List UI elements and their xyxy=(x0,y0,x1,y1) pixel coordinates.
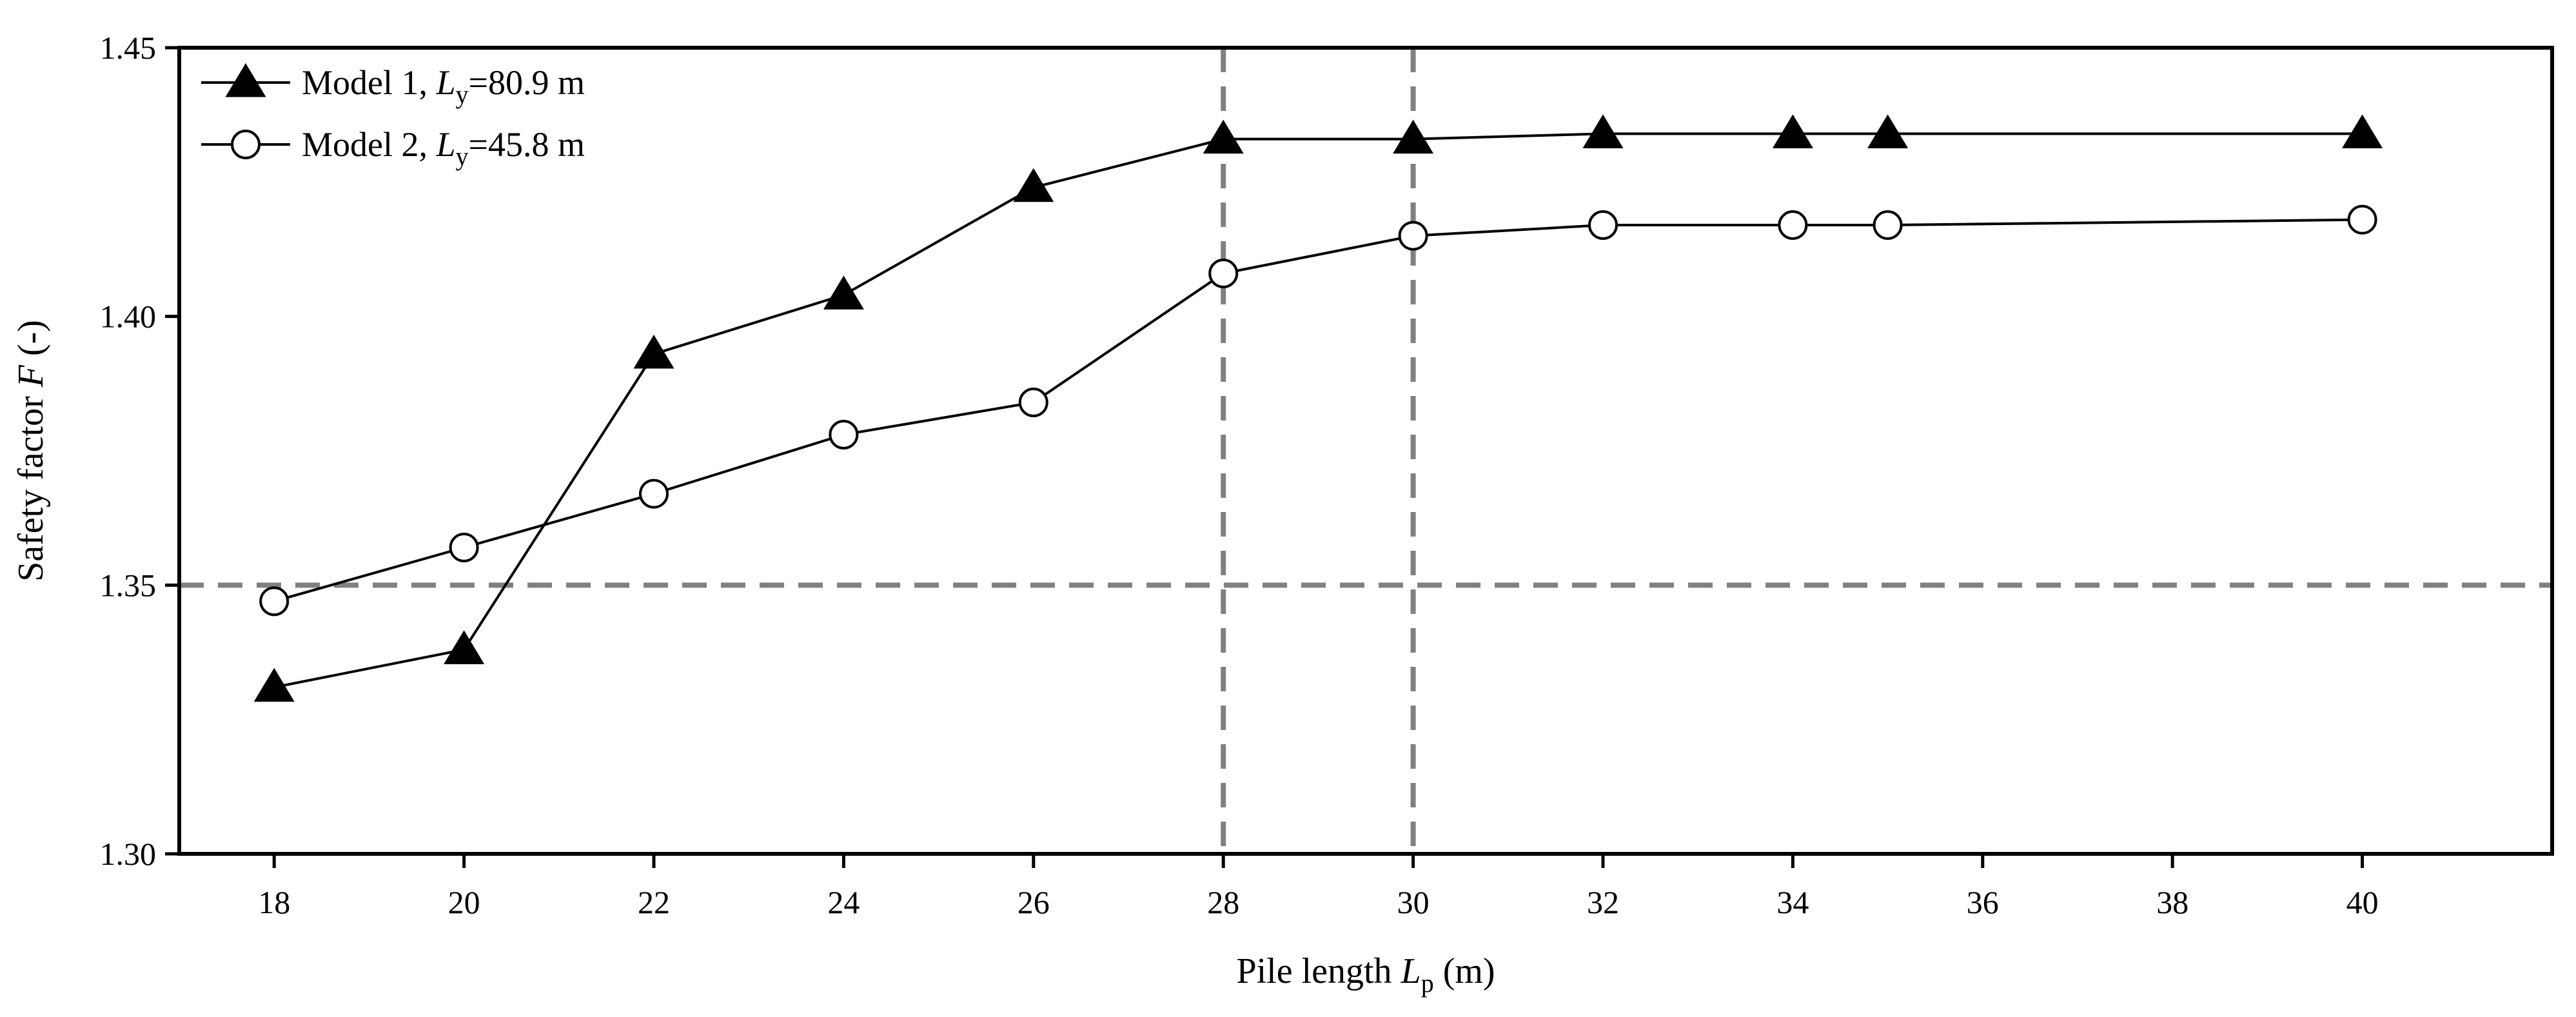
legend-label-model-1-sub: y xyxy=(456,80,469,109)
series-layer xyxy=(253,114,2383,702)
y-axis: 1.30 1.35 1.40 1.45 xyxy=(100,30,179,872)
data-point-model-2 xyxy=(639,479,669,509)
legend-label-model-1-var: L xyxy=(436,63,456,102)
legend-circle-marker xyxy=(231,130,261,159)
data-point-model-1 xyxy=(1772,114,1813,148)
y-tick-label: 1.35 xyxy=(100,567,157,603)
x-tick-label: 22 xyxy=(638,884,670,920)
x-axis-title-sub: p xyxy=(1421,969,1434,998)
legend-label-model-2: Model 2, Ly=45.8 m xyxy=(302,125,585,171)
data-point-model-2 xyxy=(1873,210,1903,240)
data-point-model-2 xyxy=(2347,204,2377,235)
data-point-model-1 xyxy=(253,667,295,702)
x-tick-label: 26 xyxy=(1018,884,1050,920)
data-point-model-1 xyxy=(1867,114,1909,148)
reference-lines xyxy=(179,48,2552,854)
data-point-model-1 xyxy=(633,335,674,369)
data-point-model-1 xyxy=(1203,119,1244,154)
legend-entry-model-1: Model 1, Ly=80.9 m xyxy=(201,63,585,109)
y-tick-label: 1.30 xyxy=(100,836,157,872)
data-point-model-1 xyxy=(444,630,485,664)
data-point-model-1 xyxy=(1013,168,1054,202)
y-axis-title-var: F xyxy=(11,364,51,388)
legend-label-model-2-var: L xyxy=(436,125,456,164)
legend-entry-model-2: Model 2, Ly=45.8 m xyxy=(201,125,585,171)
legend-label-model-1-prefix: Model 1, xyxy=(302,63,437,102)
data-point-model-2 xyxy=(1398,221,1428,251)
y-tick-label: 1.40 xyxy=(100,299,157,335)
x-tick-label: 36 xyxy=(1967,884,1999,920)
data-point-model-2 xyxy=(1208,259,1239,288)
y-axis-title-prefix: Safety factor xyxy=(11,387,51,582)
x-tick-label: 20 xyxy=(448,884,480,920)
x-tick-label: 18 xyxy=(258,884,290,920)
legend-label-model-2-suffix: =45.8 m xyxy=(469,125,585,164)
y-tick-label: 1.45 xyxy=(100,30,157,66)
legend-triangle-marker xyxy=(225,63,266,97)
legend: Model 1, Ly=80.9 m Model 2, Ly=45.8 m xyxy=(201,63,585,171)
x-axis-title-suffix: (m) xyxy=(1434,951,1495,991)
x-tick-label: 34 xyxy=(1776,884,1809,920)
x-axis-title-var: L xyxy=(1401,951,1421,991)
data-point-model-2 xyxy=(449,533,479,562)
legend-label-model-2-sub: y xyxy=(456,142,469,171)
x-tick-label: 30 xyxy=(1397,884,1430,920)
legend-label-model-2-prefix: Model 2, xyxy=(302,125,437,164)
x-tick-label: 32 xyxy=(1587,884,1619,920)
data-point-model-2 xyxy=(1778,210,1808,240)
data-point-model-1 xyxy=(823,275,864,310)
y-axis-title: Safety factor F (-) xyxy=(11,320,51,582)
x-tick-label: 24 xyxy=(827,884,860,920)
data-point-model-1 xyxy=(1393,119,1434,154)
x-tick-label: 38 xyxy=(2156,884,2188,920)
x-tick-label: 28 xyxy=(1207,884,1239,920)
x-tick-label: 40 xyxy=(2346,884,2379,920)
legend-label-model-1: Model 1, Ly=80.9 m xyxy=(302,63,585,109)
data-point-model-1 xyxy=(1582,114,1624,148)
plot-frame xyxy=(177,46,2554,856)
x-axis-title: Pile length Lp (m) xyxy=(1236,951,1495,998)
data-point-model-2 xyxy=(1018,388,1048,417)
data-point-model-2 xyxy=(829,420,859,449)
legend-label-model-1-suffix: =80.9 m xyxy=(469,63,585,102)
x-axis: 18 20 22 24 26 28 30 32 34 36 38 40 xyxy=(258,854,2379,920)
data-point-model-2 xyxy=(259,586,290,617)
x-axis-title-prefix: Pile length xyxy=(1236,951,1401,991)
data-point-model-2 xyxy=(1588,210,1618,240)
y-axis-title-suffix: (-) xyxy=(11,320,51,365)
data-point-model-1 xyxy=(2342,114,2383,148)
